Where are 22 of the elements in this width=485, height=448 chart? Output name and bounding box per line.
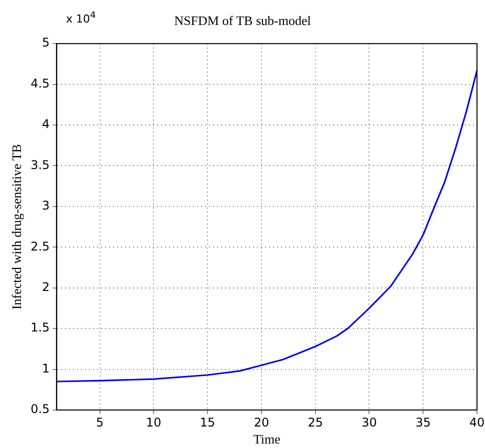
text: x 10$^{4}$ bbox=[66, 10, 96, 26]
y-axis-title: Infected with drug-sensitive TB bbox=[9, 144, 24, 310]
y-tick-label: 3 bbox=[42, 198, 50, 213]
chart-title: NSFDM of TB sub-model bbox=[174, 13, 312, 28]
y-tick-label: 4 bbox=[42, 117, 50, 132]
y-tick-label: 0.5 bbox=[30, 402, 50, 416]
y-tick-label: 1 bbox=[42, 361, 50, 376]
y-tick-label: 5 bbox=[42, 36, 50, 50]
x-tick-label: 40 bbox=[469, 415, 485, 430]
x-axis-title: Time bbox=[253, 432, 281, 447]
y-tick-label: 3.5 bbox=[30, 158, 50, 172]
x-tick-label: 5 bbox=[96, 415, 104, 430]
y-tick-label: 1.5 bbox=[30, 320, 50, 335]
y-tick-label: 2.5 bbox=[30, 239, 50, 254]
x-tick-label: 30 bbox=[362, 415, 377, 430]
x-tick-label: 10 bbox=[146, 415, 162, 430]
x-tick-label: 20 bbox=[254, 415, 270, 430]
y-tick-label: 4.5 bbox=[30, 76, 50, 90]
x-tick-label: 35 bbox=[415, 415, 431, 430]
x-tick-label: 25 bbox=[308, 415, 323, 430]
y-tick-label: 2 bbox=[42, 280, 50, 294]
x-tick-label: 15 bbox=[200, 415, 216, 430]
